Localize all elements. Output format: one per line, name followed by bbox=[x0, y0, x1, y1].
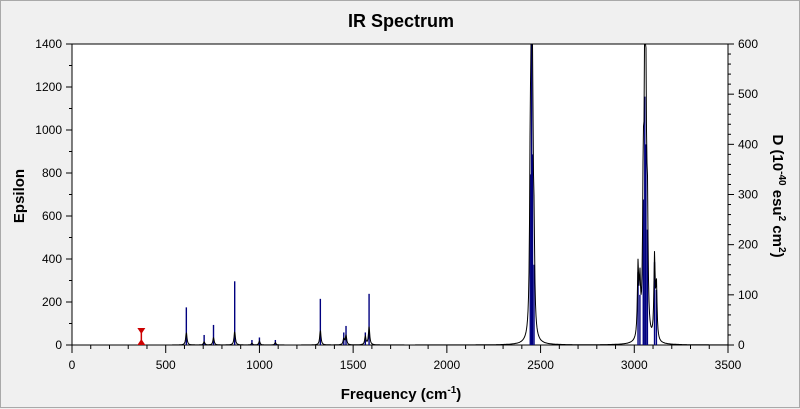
y-axis-right: 0 100 200 300 400 500 600 bbox=[728, 37, 758, 352]
chart-title: IR Spectrum bbox=[348, 11, 454, 31]
x-tick-label: 1000 bbox=[246, 358, 273, 372]
y-tick-label: 1200 bbox=[35, 80, 62, 94]
x-tick-label: 0 bbox=[69, 358, 76, 372]
y2-tick-label: 200 bbox=[738, 238, 758, 252]
y-tick-label: 0 bbox=[55, 338, 62, 352]
spectrum-line bbox=[72, 43, 728, 346]
y2-tick-label: 500 bbox=[738, 87, 758, 101]
frequency-marker-handle[interactable] bbox=[137, 328, 146, 345]
x-axis: 0 500 1000 1500 2000 2500 3000 3500 bbox=[69, 345, 742, 372]
y-tick-label: 200 bbox=[42, 295, 62, 309]
y2-axis-title: D (10-40 esu2 cm2) bbox=[769, 134, 787, 257]
x-tick-label: 2500 bbox=[527, 358, 554, 372]
y-tick-label: 400 bbox=[42, 252, 62, 266]
y2-tick-label: 300 bbox=[738, 188, 758, 202]
y2-tick-label: 100 bbox=[738, 288, 758, 302]
x-tick-label: 500 bbox=[156, 358, 176, 372]
plot-area bbox=[71, 43, 729, 346]
y-axis-title: Epsilon bbox=[11, 169, 28, 223]
x-axis-title: Frequency (cm-1) bbox=[341, 385, 462, 403]
x-tick-label: 1500 bbox=[340, 358, 367, 372]
y2-tick-label: 600 bbox=[738, 37, 758, 51]
y-tick-label: 1000 bbox=[35, 123, 62, 137]
y-axis-left: 0 200 400 600 800 1000 1200 1400 bbox=[35, 37, 72, 352]
y-tick-label: 1400 bbox=[35, 37, 62, 51]
y-tick-label: 800 bbox=[42, 166, 62, 180]
x-tick-label: 2000 bbox=[434, 358, 461, 372]
marker-bottom-triangle bbox=[137, 339, 146, 345]
x-tick-label: 3000 bbox=[621, 358, 648, 372]
x-tick-label: 3500 bbox=[715, 358, 742, 372]
y-tick-label: 600 bbox=[42, 209, 62, 223]
y2-tick-label: 400 bbox=[738, 137, 758, 151]
y2-tick-label: 0 bbox=[738, 338, 745, 352]
marker-top-triangle bbox=[137, 328, 146, 334]
